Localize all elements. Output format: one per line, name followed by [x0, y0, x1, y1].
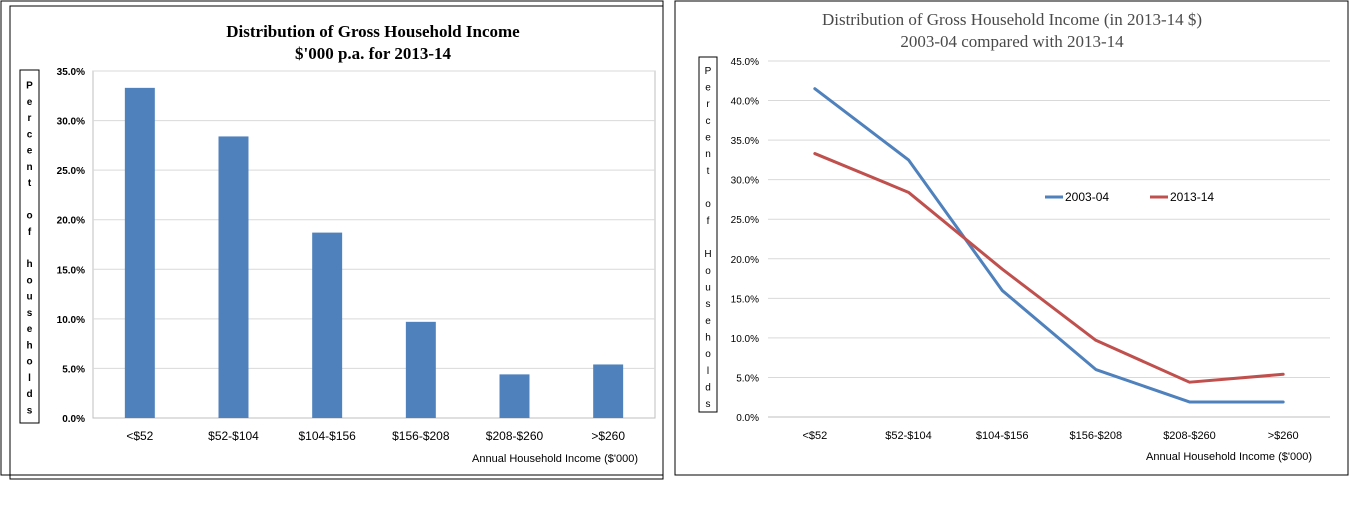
bar-ylabel-letter: n	[26, 162, 32, 173]
bar	[218, 136, 249, 419]
y-tick-label: 15.0%	[731, 294, 759, 305]
bar-ylabel-letter: o	[26, 211, 32, 222]
y-tick-label: 25.0%	[57, 166, 85, 177]
line-chart-xlabel: Annual Household Income ($'000)	[1146, 451, 1312, 463]
bar-chart-ylabel-box	[19, 69, 40, 424]
bar-ylabel-letter: f	[28, 227, 32, 238]
series-line-2003-04	[813, 87, 1285, 404]
bar-ylabel-letter: s	[27, 405, 33, 416]
x-tick-label: $52-$104	[208, 429, 259, 443]
bar-ylabel-letter: d	[26, 389, 32, 400]
bar-chart-x-ticks: <$52 $52-$104 $104-$156 $156-$208 $208-$260 >…	[126, 429, 625, 443]
y-tick-label: 35.0%	[57, 67, 85, 78]
y-tick-label: 10.0%	[57, 315, 85, 326]
bar-ylabel-letter: c	[27, 129, 33, 140]
bar-ylabel-letter: P	[26, 81, 33, 92]
line-ylabel-letter: r	[706, 99, 710, 110]
line-ylabel-letter: n	[705, 149, 711, 160]
line-ylabel-letter: H	[704, 249, 711, 260]
x-tick-label: <$52	[802, 430, 827, 442]
y-tick-label: 5.0%	[736, 373, 759, 384]
line-chart-series	[813, 87, 1285, 404]
bar	[124, 87, 155, 419]
bar-ylabel-letter: e	[27, 97, 33, 108]
line-chart-frame	[674, 0, 1349, 476]
line-ylabel-letter: d	[705, 383, 711, 394]
bar-ylabel-letter: h	[26, 259, 32, 270]
line-ylabel-letter: h	[705, 333, 711, 344]
x-tick-label: $52-$104	[885, 430, 932, 442]
y-tick-label: 35.0%	[731, 136, 759, 147]
bar	[312, 232, 343, 418]
legend-label: 2003-04	[1065, 190, 1109, 204]
x-tick-label: <$52	[126, 429, 153, 443]
line-ylabel-letter: c	[706, 116, 711, 127]
line-ylabel-letter: s	[706, 399, 711, 410]
y-tick-label: 25.0%	[731, 215, 759, 226]
x-tick-label: >$260	[1268, 430, 1299, 442]
bar-chart-gridlines	[93, 70, 655, 369]
line-ylabel-letter: u	[705, 283, 711, 294]
bar	[405, 321, 436, 418]
bar-ylabel-letter: u	[26, 292, 32, 303]
line-ylabel-letter: o	[705, 266, 711, 277]
bar-chart-y-ticks: 0.0% 5.0% 10.0% 15.0% 20.0% 25.0% 30.0% 35.0%	[57, 67, 85, 425]
line-chart-x-ticks: <$52 $52-$104 $104-$156 $156-$208 $208-$260 >…	[802, 430, 1298, 442]
line-ylabel-letter: f	[707, 216, 710, 227]
y-tick-label: 30.0%	[731, 176, 759, 187]
bar-ylabel-letter: t	[28, 178, 32, 189]
y-tick-label: 5.0%	[62, 364, 85, 375]
bar-ylabel-letter: h	[26, 340, 32, 351]
bar-ylabel-letter: o	[26, 357, 32, 368]
bar	[593, 364, 624, 418]
bar-chart-title: Distribution of Gross Household Income	[226, 22, 520, 41]
bar-chart-xlabel: Annual Household Income ($'000)	[472, 453, 638, 465]
bar-ylabel-letter: l	[28, 373, 31, 384]
bar-ylabel-letter: e	[27, 146, 33, 157]
y-tick-label: 30.0%	[57, 117, 85, 128]
bar-chart-subtitle: $'000 p.a. for 2013-14	[295, 44, 451, 63]
line-ylabel-letter: e	[705, 316, 711, 327]
series-line-2013-14	[813, 152, 1285, 384]
x-tick-label: $208-$260	[486, 429, 544, 443]
x-tick-label: >$260	[591, 429, 625, 443]
y-tick-label: 45.0%	[731, 57, 759, 68]
line-chart-legend: 2003-04 2013-14	[1045, 190, 1214, 204]
bar-ylabel-letter: o	[26, 275, 32, 286]
line-ylabel-letter: t	[707, 166, 710, 177]
y-tick-label: 20.0%	[731, 255, 759, 266]
line-chart-title: Distribution of Gross Household Income (…	[822, 10, 1202, 29]
y-tick-label: 10.0%	[731, 334, 759, 345]
y-tick-label: 20.0%	[57, 216, 85, 227]
line-ylabel-letter: s	[706, 299, 711, 310]
line-chart-y-ticks: 0.0% 5.0% 10.0% 15.0% 20.0% 25.0% 30.0% 35.0% 40…	[731, 57, 759, 424]
line-ylabel-letter: e	[705, 133, 711, 144]
line-ylabel-letter: o	[705, 199, 711, 210]
line-chart-ylabel-box	[698, 56, 718, 413]
line-ylabel-letter: l	[707, 366, 709, 377]
x-tick-label: $104-$156	[976, 430, 1029, 442]
y-tick-label: 15.0%	[57, 265, 85, 276]
y-tick-label: 0.0%	[62, 414, 85, 425]
line-chart-subtitle: 2003-04 compared with 2013-14	[900, 32, 1124, 51]
bar-ylabel-letter: s	[27, 308, 33, 319]
bar	[499, 374, 530, 418]
x-tick-label: $208-$260	[1163, 430, 1216, 442]
y-tick-label: 40.0%	[731, 97, 759, 108]
bar-ylabel-letter: e	[27, 324, 33, 335]
legend-label: 2013-14	[1170, 190, 1214, 204]
x-tick-label: $156-$208	[1070, 430, 1123, 442]
x-tick-label: $156-$208	[392, 429, 450, 443]
bar-ylabel-letter: r	[28, 113, 32, 124]
line-ylabel-letter: P	[705, 66, 712, 77]
bar-chart-inner-frame	[9, 5, 664, 480]
line-ylabel-letter: o	[705, 349, 711, 360]
x-tick-label: $104-$156	[298, 429, 356, 443]
bar-chart-bars	[124, 87, 624, 419]
y-tick-label: 0.0%	[736, 413, 759, 424]
line-ylabel-letter: e	[705, 83, 711, 94]
